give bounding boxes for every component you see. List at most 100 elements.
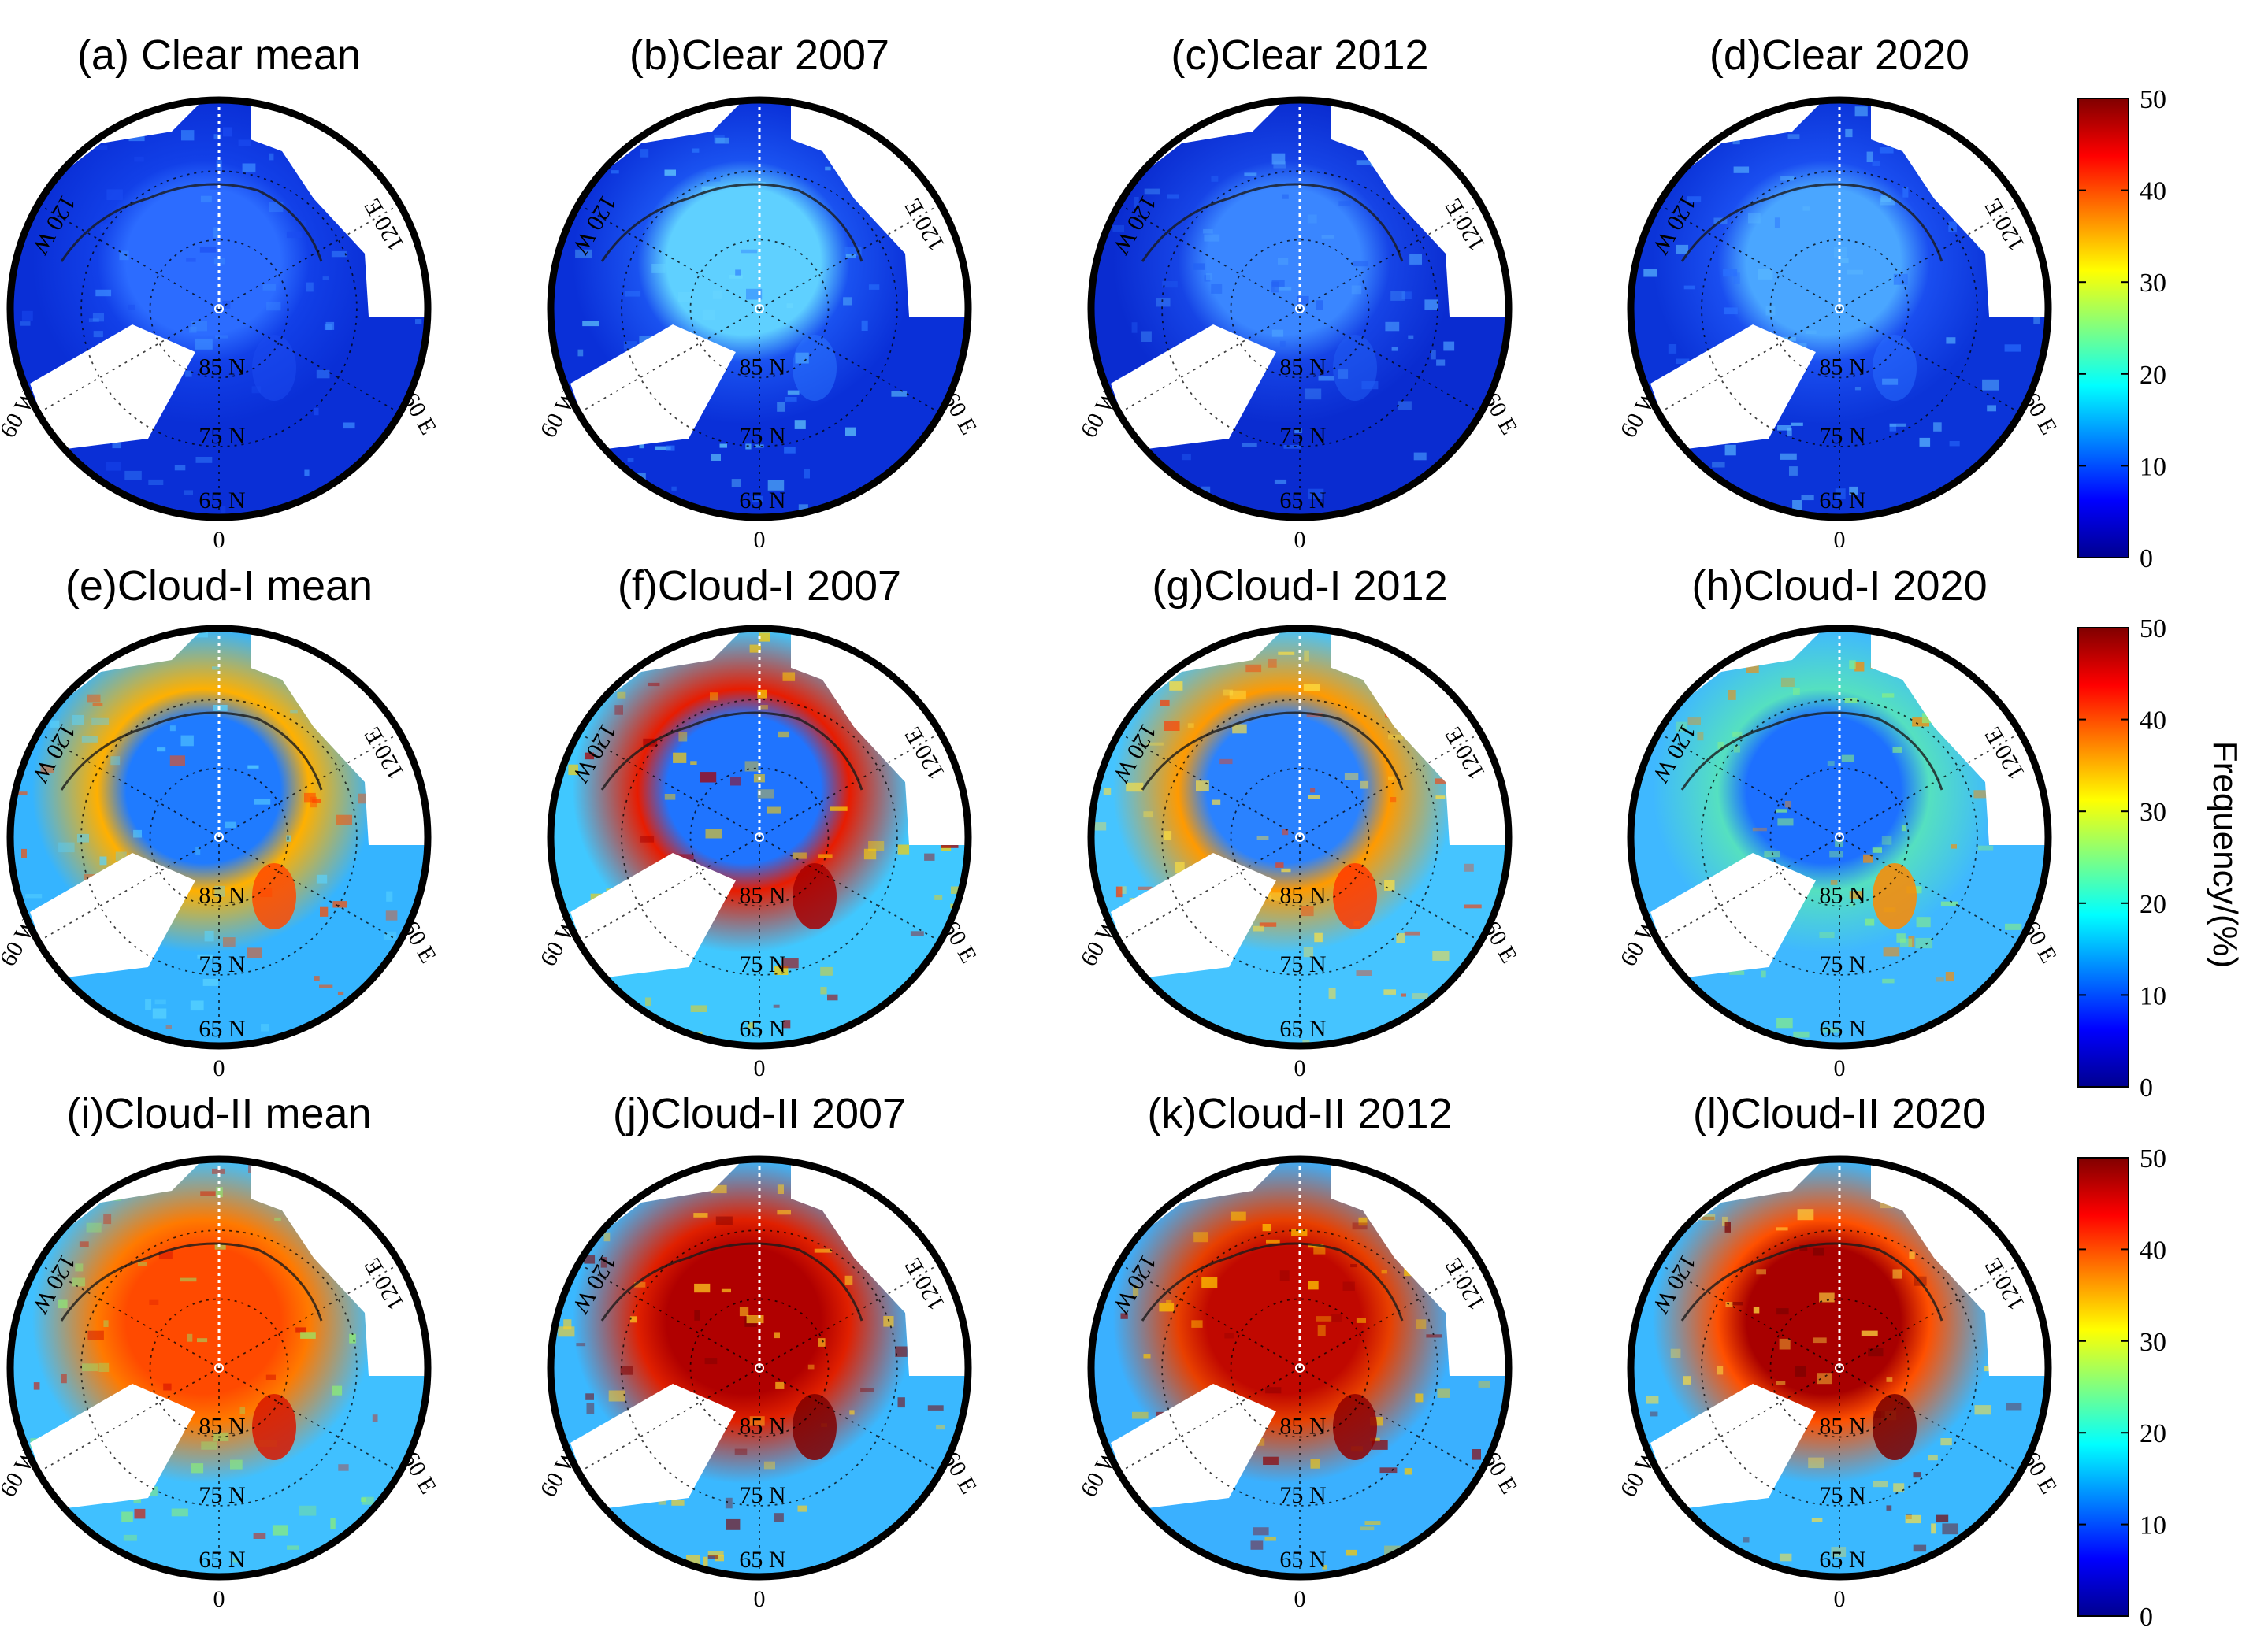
colorbar-tick-label: 30 bbox=[2140, 269, 2166, 298]
greenland-land bbox=[1650, 324, 1816, 450]
colorbar-tick-label: 0 bbox=[2140, 1603, 2153, 1632]
lat-label-85n: 85 N bbox=[1819, 883, 1865, 909]
map-rim bbox=[6, 625, 432, 1050]
graticule bbox=[1658, 100, 2021, 517]
greenland-land bbox=[1111, 853, 1276, 979]
greenland-land bbox=[570, 853, 736, 979]
pole-marker bbox=[755, 1363, 764, 1373]
panel-title: (h)Cloud-I 2020 bbox=[1691, 562, 1987, 610]
frequency-field bbox=[551, 1159, 968, 1577]
lat-label-85n: 85 N bbox=[1279, 1414, 1326, 1440]
colorbar-tick-label: 30 bbox=[2140, 798, 2166, 827]
colorbar-tick-label: 10 bbox=[2140, 981, 2166, 1010]
lat-label-85n: 85 N bbox=[739, 883, 785, 909]
lat-label-85n: 85 N bbox=[1279, 354, 1326, 380]
lat-label-85n: 85 N bbox=[199, 354, 245, 380]
frequency-field bbox=[1631, 1159, 2048, 1577]
lon-label-0: 0 bbox=[754, 1586, 766, 1612]
lat-label-65n: 65 N bbox=[199, 1547, 245, 1573]
colorbar-label: Frequency/(%) bbox=[2206, 741, 2244, 969]
pole-marker bbox=[214, 304, 224, 313]
hotspot bbox=[1873, 1394, 1917, 1460]
pole-marker bbox=[1835, 832, 1844, 842]
colorbar-tick-label: 20 bbox=[2140, 1419, 2166, 1448]
map-rim bbox=[1627, 96, 2052, 521]
colorbar-tick-label: 40 bbox=[2140, 177, 2166, 206]
colorbar-tick-label: 40 bbox=[2140, 706, 2166, 736]
lat-label-65n: 65 N bbox=[739, 1016, 785, 1042]
lat-label-85n: 85 N bbox=[1279, 883, 1326, 909]
lon-label-0: 0 bbox=[213, 1055, 225, 1081]
lat-label-75n: 75 N bbox=[739, 1482, 785, 1508]
colorbar-tick-label: 50 bbox=[2140, 1144, 2166, 1173]
colorbar-gradient bbox=[2077, 98, 2129, 558]
colorbar-gradient bbox=[2077, 627, 2129, 1088]
hotspot bbox=[793, 863, 837, 929]
pole-marker bbox=[1835, 1363, 1844, 1373]
lat-label-65n: 65 N bbox=[1279, 487, 1326, 513]
coastline bbox=[1141, 1242, 1404, 1322]
lat-label-65n: 65 N bbox=[739, 1547, 785, 1573]
map-rim bbox=[1627, 625, 2052, 1050]
lon-label-0: 0 bbox=[1834, 1055, 1846, 1081]
lat-label-65n: 65 N bbox=[199, 487, 245, 513]
lon-label-0: 0 bbox=[754, 1055, 766, 1081]
greenland-land bbox=[1650, 853, 1816, 979]
lat-label-75n: 75 N bbox=[199, 951, 245, 977]
lat-label-75n: 75 N bbox=[1279, 1482, 1326, 1508]
graticule bbox=[38, 100, 400, 517]
lat-label-85n: 85 N bbox=[199, 883, 245, 909]
graticule bbox=[1658, 628, 2021, 1046]
graticule bbox=[578, 628, 941, 1046]
lat-label-65n: 65 N bbox=[739, 487, 785, 513]
coastline bbox=[1680, 711, 1943, 791]
greenland-land bbox=[570, 1384, 736, 1510]
map-rim bbox=[1087, 625, 1513, 1050]
greenland-land bbox=[30, 853, 195, 979]
lon-label-0: 0 bbox=[213, 1586, 225, 1612]
lat-label-85n: 85 N bbox=[1819, 1414, 1865, 1440]
frequency-field bbox=[1631, 628, 2048, 1046]
frequency-field bbox=[10, 1159, 428, 1577]
graticule bbox=[1119, 1159, 1481, 1577]
colorbar-2: 0 10 20 30 40 50 bbox=[2077, 614, 2166, 1103]
lat-label-85n: 85 N bbox=[1819, 354, 1865, 380]
coastline bbox=[60, 183, 323, 262]
colorbars-layer: 0 10 20 30 40 50 0 10 20 30 40 50 0 10 20 30 40 50 bbox=[2077, 85, 2166, 1632]
graticule bbox=[578, 1159, 941, 1577]
pole-marker bbox=[755, 304, 764, 313]
colorbar-1: 0 10 20 30 40 50 bbox=[2077, 85, 2166, 573]
hotspot bbox=[793, 1394, 837, 1460]
lon-label-0: 0 bbox=[754, 527, 766, 553]
pole-marker bbox=[214, 832, 224, 842]
panel-title: (l)Cloud-II 2020 bbox=[1693, 1090, 1986, 1137]
hotspot bbox=[252, 335, 296, 401]
coastline bbox=[1680, 183, 1943, 262]
lat-label-85n: 85 N bbox=[739, 1414, 785, 1440]
lat-label-65n: 65 N bbox=[1279, 1547, 1326, 1573]
frequency-field bbox=[1631, 100, 2048, 517]
colorbar-3: 0 10 20 30 40 50 bbox=[2077, 1144, 2166, 1632]
coastline bbox=[600, 183, 863, 262]
graticule bbox=[38, 628, 400, 1046]
panel-title: (f)Cloud-I 2007 bbox=[618, 562, 901, 610]
lon-label-0: 0 bbox=[1834, 1586, 1846, 1612]
colorbar-tick-label: 20 bbox=[2140, 890, 2166, 919]
frequency-field bbox=[551, 100, 968, 517]
pole-marker bbox=[1295, 832, 1305, 842]
map-rim bbox=[547, 96, 972, 521]
lon-label-0: 0 bbox=[1294, 527, 1306, 553]
lat-label-75n: 75 N bbox=[1279, 951, 1326, 977]
lat-label-75n: 75 N bbox=[1279, 423, 1326, 449]
lon-label-0: 0 bbox=[1294, 1586, 1306, 1612]
panel-title: (j)Cloud-II 2007 bbox=[613, 1090, 906, 1137]
colorbar-tick-label: 30 bbox=[2140, 1328, 2166, 1357]
colorbar-tick-label: 50 bbox=[2140, 85, 2166, 114]
map-rim bbox=[1087, 1155, 1513, 1581]
